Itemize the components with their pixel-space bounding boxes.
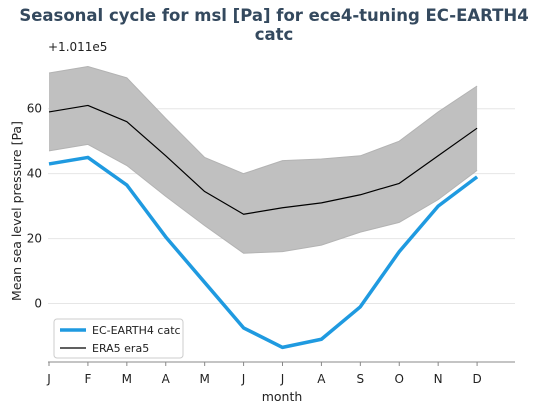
legend-label-era5: ERA5 era5 [92,342,149,355]
series-layer [48,104,479,350]
series-line-ec-earth4 [48,155,479,350]
x-tick-label: D [472,372,481,386]
x-tick-label: J [46,372,51,386]
series-line-era5 [48,104,478,215]
y-tick-label: 40 [27,167,42,181]
band-upper-edge [48,65,478,175]
band-lower-edge [48,143,478,254]
x-tick-label: A [317,372,326,386]
x-tick-label: A [162,372,171,386]
x-tick-label: M [199,372,209,386]
x-tick-label: J [241,372,246,386]
chart-title: Seasonal cycle for msl [Pa] for ece4-tun… [19,6,529,44]
spread-band-layer [48,65,478,254]
legend-box [53,318,184,359]
x-tick-label: N [434,372,443,386]
x-tick-label: S [357,372,365,386]
y-tick-label: 20 [27,232,42,246]
y-axis-label: Mean sea level pressure [Pa] [9,121,24,301]
x-tick-label: M [122,372,132,386]
x-tick-label: J [280,372,285,386]
y-offset-label: +1.011e5 [48,40,107,54]
axes: 0 20 40 60 J F M A M J J A S O N D [27,102,515,386]
x-axis-label: month [262,389,303,403]
era5-spread-band [49,66,478,254]
legend-label-ec-earth4: EC-EARTH4 catc [92,324,181,337]
x-tick-label: F [84,372,91,386]
y-tick-label: 60 [27,102,42,116]
x-tick-label: O [395,372,404,386]
legend: EC-EARTH4 catc ERA5 era5 [53,318,184,359]
y-tick-label: 0 [34,297,42,311]
